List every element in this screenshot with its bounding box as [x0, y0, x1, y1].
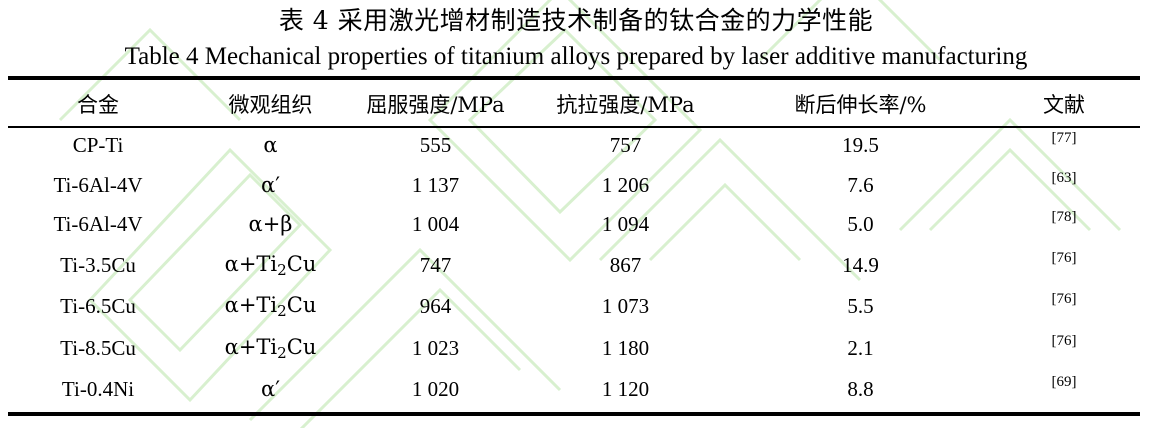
cell-elongation: 19.5: [842, 133, 879, 157]
table-header-row: 合金 微观组织 屈服强度/MPa 抗拉强度/MPa 断后伸长率/% 文献: [8, 82, 1140, 126]
cell-microstructure: α+Ti2Cu: [224, 251, 317, 279]
table-row: Ti-6Al-4V α′ 1 137 1 206 7.6 [63]: [8, 166, 1140, 206]
table-row: CP-Ti α 555 757 19.5 [77]: [8, 126, 1140, 166]
cell-elongation: 2.1: [847, 335, 874, 360]
cell-microstructure: α′: [261, 376, 280, 401]
cell-alloy: Ti-8.5Cu: [60, 335, 136, 360]
cell-tensile-strength: 1 120: [601, 376, 650, 401]
table-row: Ti-6Al-4V α+β 1 004 1 094 5.0 [78]: [8, 205, 1140, 245]
caption-chinese: 表 4 采用激光增材制造技术制备的钛合金的力学性能: [278, 6, 874, 35]
cell-alloy: Ti-3.5Cu: [60, 252, 136, 277]
mechanical-properties-table: 合金 微观组织 屈服强度/MPa 抗拉强度/MPa 断后伸长率/% 文献 CP-…: [8, 82, 1140, 409]
cell-reference: [76]: [1051, 249, 1077, 266]
table-rule-bottom: [8, 412, 1140, 416]
column-header-reference: 文献: [1043, 93, 1085, 117]
cell-yield-strength: 1 004: [411, 212, 460, 237]
cell-elongation: 7.6: [847, 172, 874, 197]
caption-english: Table 4 Mechanical properties of titaniu…: [124, 43, 1028, 70]
cell-reference: [76]: [1051, 291, 1077, 308]
cell-tensile-strength: 1 206: [601, 172, 650, 197]
table-body: CP-Ti α 555 757 19.5 [77] Ti-6Al-4V α′ 1 137 1 20…: [8, 126, 1140, 409]
column-header-elongation: 断后伸长率/%: [794, 93, 927, 117]
cell-tensile-strength: 867: [609, 252, 642, 277]
cell-reference: [78]: [1051, 209, 1077, 226]
cell-reference: [69]: [1051, 373, 1077, 390]
cell-alloy: Ti-6Al-4V: [53, 172, 143, 197]
cell-yield-strength: 555: [419, 133, 452, 157]
cell-yield-strength: 1 023: [411, 335, 460, 360]
table-row: Ti-3.5Cu α+Ti2Cu 747 867 14.9 [76]: [8, 245, 1140, 287]
cell-tensile-strength: 757: [609, 133, 642, 157]
table-row: Ti-0.4Ni α′ 1 020 1 120 8.8 [69]: [8, 370, 1140, 410]
cell-reference: [63]: [1051, 169, 1077, 186]
cell-elongation: 5.0: [847, 212, 874, 237]
cell-microstructure: α: [263, 133, 278, 157]
column-header-alloy: 合金: [77, 93, 119, 117]
cell-yield-strength: 1 137: [411, 172, 460, 197]
cell-yield-strength: 964: [419, 294, 452, 319]
column-header-yield-strength: 屈服强度/MPa: [366, 93, 505, 117]
cell-alloy: Ti-6.5Cu: [60, 294, 136, 319]
table-rule-top: [8, 76, 1140, 80]
cell-tensile-strength: 1 094: [601, 212, 650, 237]
cell-elongation: 8.8: [847, 376, 874, 401]
table-row: Ti-8.5Cu α+Ti2Cu 1 023 1 180 2.1 [76]: [8, 328, 1140, 370]
column-header-tensile-strength: 抗拉强度/MPa: [556, 93, 695, 117]
cell-reference: [77]: [1051, 130, 1077, 146]
cell-tensile-strength: 1 180: [601, 335, 650, 360]
cell-yield-strength: 1 020: [411, 376, 460, 401]
cell-alloy: Ti-0.4Ni: [61, 376, 135, 401]
cell-elongation: 14.9: [842, 252, 879, 277]
cell-elongation: 5.5: [847, 294, 874, 319]
cell-alloy: CP-Ti: [72, 133, 124, 157]
cell-tensile-strength: 1 073: [601, 294, 650, 319]
cell-microstructure: α+Ti2Cu: [224, 293, 317, 321]
table-row: Ti-6.5Cu α+Ti2Cu 964 1 073 5.5 [76]: [8, 286, 1140, 328]
column-header-microstructure: 微观组织: [228, 93, 313, 117]
cell-microstructure: α+Ti2Cu: [224, 334, 317, 362]
cell-microstructure: α′: [261, 172, 280, 197]
cell-reference: [76]: [1051, 332, 1077, 349]
cell-yield-strength: 747: [419, 252, 452, 277]
cell-alloy: Ti-6Al-4V: [53, 212, 143, 237]
cell-microstructure: α+β: [248, 212, 293, 237]
